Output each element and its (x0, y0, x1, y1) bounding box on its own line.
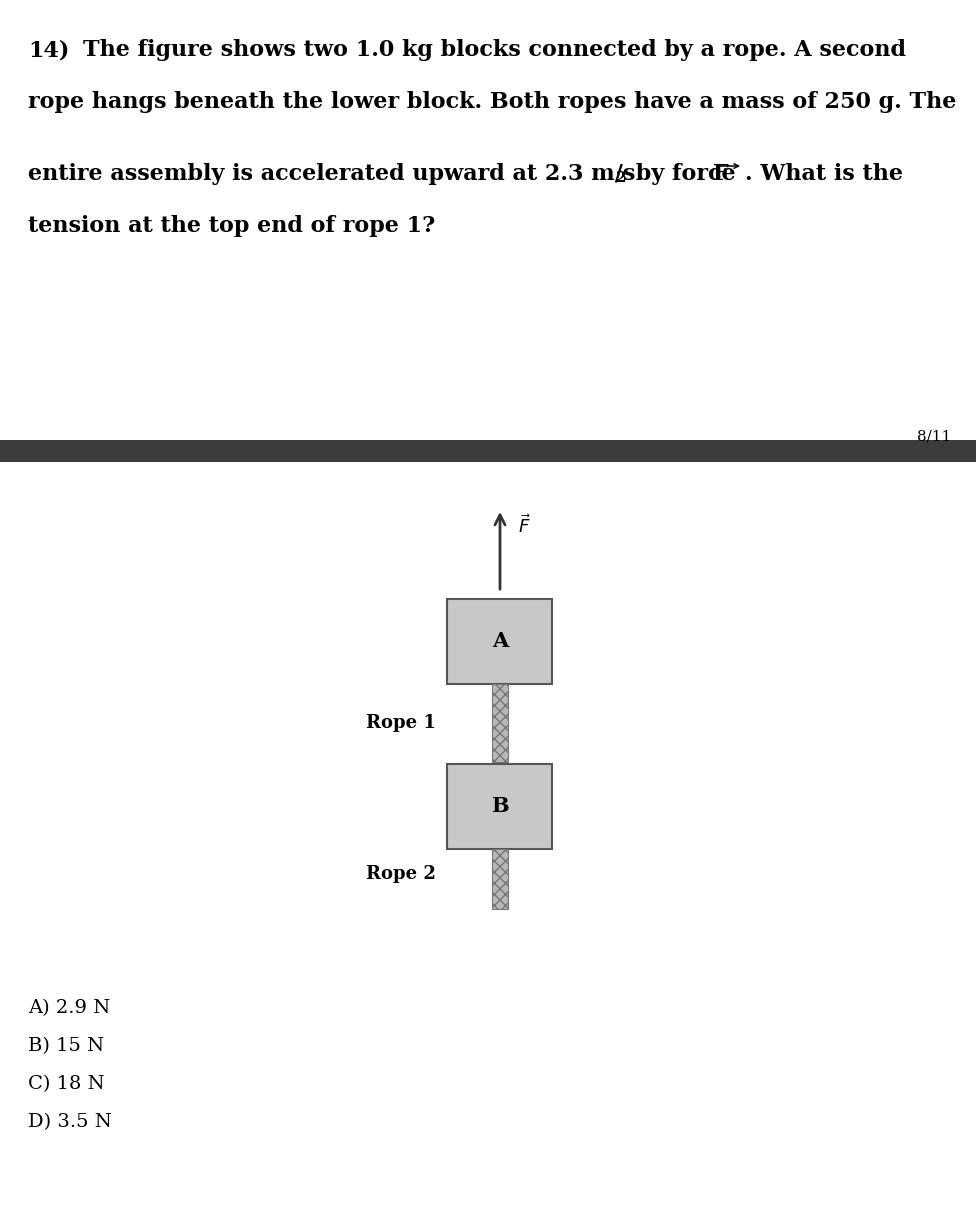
Text: by force: by force (628, 163, 744, 185)
Text: Rope 2: Rope 2 (366, 866, 435, 883)
Text: D) 3.5 N: D) 3.5 N (28, 1113, 111, 1131)
Text: B: B (491, 795, 508, 816)
Text: F: F (713, 163, 729, 185)
Text: tension at the top end of rope 1?: tension at the top end of rope 1? (28, 215, 435, 237)
Bar (492, 683, 508, 762)
Bar (448, 764, 552, 849)
Bar (492, 849, 508, 909)
Bar (0, 439, 976, 463)
Text: C) 18 N: C) 18 N (28, 1076, 104, 1093)
Bar (448, 599, 552, 683)
Text: rope hangs beneath the lower block. Both ropes have a mass of 250 g. The: rope hangs beneath the lower block. Both… (28, 91, 956, 113)
Text: B) 15 N: B) 15 N (28, 1037, 104, 1055)
Text: 8/11: 8/11 (916, 429, 951, 443)
Text: A) 2.9 N: A) 2.9 N (28, 999, 110, 1017)
Text: $\vec{F}$: $\vec{F}$ (518, 514, 531, 537)
Text: The figure shows two 1.0 kg blocks connected by a rope. A second: The figure shows two 1.0 kg blocks conne… (83, 39, 906, 61)
Text: A: A (492, 630, 508, 651)
Text: Rope 1: Rope 1 (366, 714, 435, 732)
Text: 2: 2 (616, 171, 627, 185)
Text: . What is the: . What is the (745, 163, 903, 185)
Text: entire assembly is accelerated upward at 2.3 m/s: entire assembly is accelerated upward at… (28, 163, 635, 185)
Text: 14): 14) (28, 39, 69, 61)
